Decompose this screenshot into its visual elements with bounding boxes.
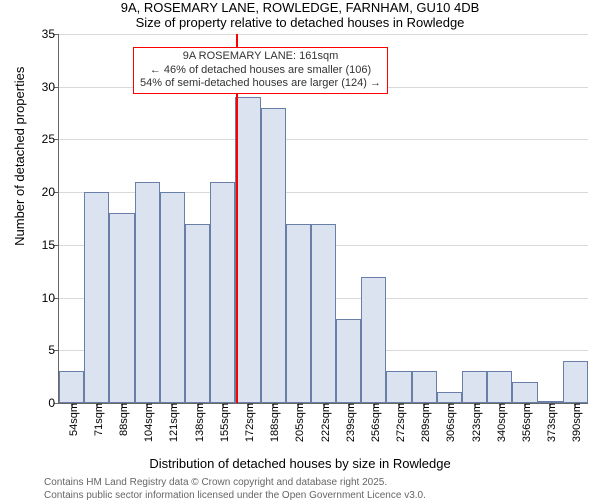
footer-line-2: Contains public sector information licen… bbox=[44, 490, 600, 502]
histogram-bar bbox=[235, 97, 260, 403]
histogram-bar bbox=[412, 371, 437, 403]
xtick-label: 172sqm bbox=[244, 403, 256, 442]
xtick-label: 289sqm bbox=[420, 403, 432, 442]
histogram-bar bbox=[135, 182, 160, 403]
histogram-bar bbox=[109, 213, 134, 403]
histogram-bar bbox=[563, 361, 588, 403]
xtick-label: 188sqm bbox=[269, 403, 281, 442]
xtick-label: 138sqm bbox=[194, 403, 206, 442]
annotation-line: 9A ROSEMARY LANE: 161sqm bbox=[140, 50, 381, 64]
histogram-bar bbox=[437, 392, 462, 403]
x-axis-label: Distribution of detached houses by size … bbox=[0, 456, 600, 471]
xtick-label: 54sqm bbox=[68, 403, 80, 436]
page-subtitle: Size of property relative to detached ho… bbox=[0, 15, 600, 30]
histogram-bar bbox=[286, 224, 311, 403]
xtick-label: 323sqm bbox=[471, 403, 483, 442]
xtick-label: 340sqm bbox=[496, 403, 508, 442]
histogram-plot: 0510152025303554sqm71sqm88sqm104sqm121sq… bbox=[58, 34, 588, 404]
histogram-bar bbox=[160, 192, 185, 403]
histogram-bar bbox=[487, 371, 512, 403]
ytick-label: 5 bbox=[31, 343, 55, 357]
histogram-bar bbox=[386, 371, 411, 403]
histogram-bar bbox=[59, 371, 84, 403]
histogram-bar bbox=[210, 182, 235, 403]
ytick-label: 35 bbox=[31, 27, 55, 41]
xtick-label: 88sqm bbox=[118, 403, 130, 436]
xtick-label: 222sqm bbox=[320, 403, 332, 442]
page-title: 9A, ROSEMARY LANE, ROWLEDGE, FARNHAM, GU… bbox=[0, 0, 600, 15]
xtick-label: 306sqm bbox=[445, 403, 457, 442]
xtick-label: 256sqm bbox=[370, 403, 382, 442]
ytick-label: 20 bbox=[31, 185, 55, 199]
annotation-box: 9A ROSEMARY LANE: 161sqm← 46% of detache… bbox=[133, 47, 388, 94]
histogram-bar bbox=[84, 192, 109, 403]
xtick-label: 390sqm bbox=[571, 403, 583, 442]
histogram-bar bbox=[185, 224, 210, 403]
xtick-label: 356sqm bbox=[521, 403, 533, 442]
xtick-label: 155sqm bbox=[219, 403, 231, 442]
xtick-label: 104sqm bbox=[143, 403, 155, 442]
ytick-label: 25 bbox=[31, 132, 55, 146]
annotation-line: 54% of semi-detached houses are larger (… bbox=[140, 77, 381, 91]
ytick-label: 0 bbox=[31, 396, 55, 410]
xtick-label: 121sqm bbox=[168, 403, 180, 442]
xtick-label: 239sqm bbox=[345, 403, 357, 442]
ytick-label: 10 bbox=[31, 291, 55, 305]
footer-attribution: Contains HM Land Registry data © Crown c… bbox=[44, 477, 600, 502]
xtick-label: 272sqm bbox=[395, 403, 407, 442]
histogram-bar bbox=[361, 277, 386, 404]
chart-area: Number of detached properties 0510152025… bbox=[58, 34, 588, 404]
histogram-bar bbox=[462, 371, 487, 403]
xtick-label: 373sqm bbox=[546, 403, 558, 442]
ytick-label: 30 bbox=[31, 80, 55, 94]
ytick-label: 15 bbox=[31, 238, 55, 252]
gridline bbox=[59, 34, 588, 35]
histogram-bar bbox=[261, 108, 286, 403]
footer-line-1: Contains HM Land Registry data © Crown c… bbox=[44, 477, 600, 490]
histogram-bar bbox=[311, 224, 336, 403]
y-axis-label: Number of detached properties bbox=[12, 67, 27, 246]
histogram-bar bbox=[336, 319, 361, 403]
xtick-label: 71sqm bbox=[93, 403, 105, 436]
xtick-label: 205sqm bbox=[294, 403, 306, 442]
histogram-bar bbox=[512, 382, 537, 403]
gridline bbox=[59, 139, 588, 140]
annotation-line: ← 46% of detached houses are smaller (10… bbox=[140, 64, 381, 78]
